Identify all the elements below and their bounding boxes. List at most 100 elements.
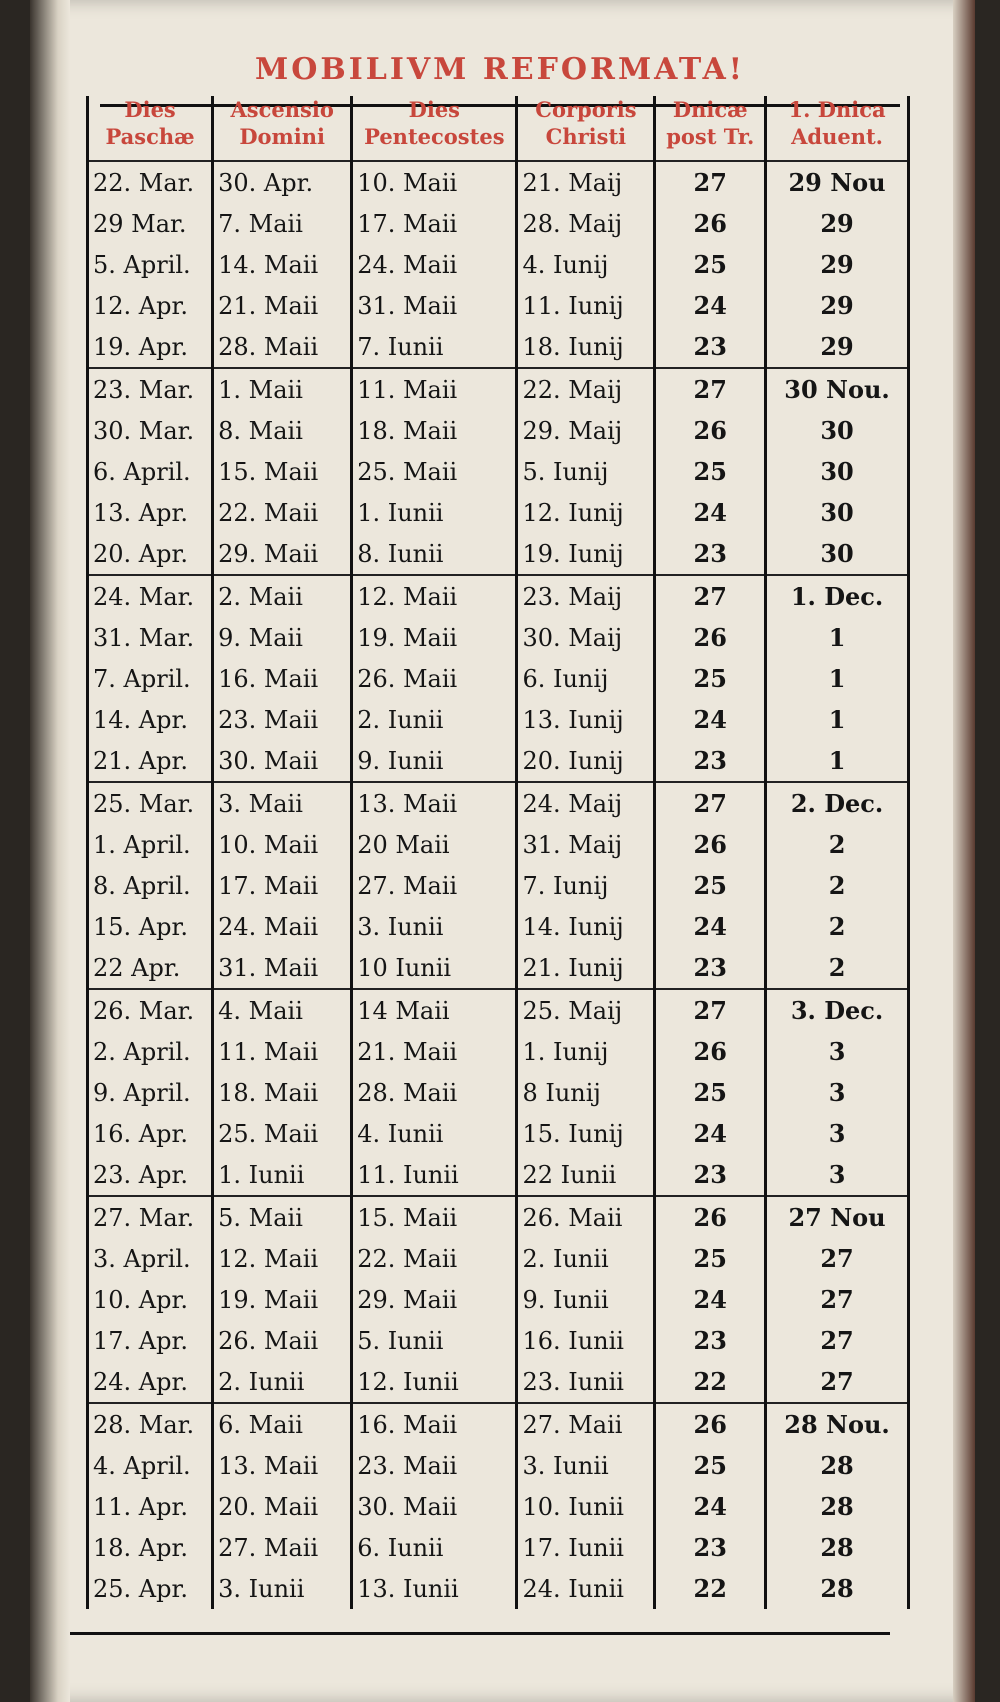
table-cell: 22. Maij: [515, 367, 655, 410]
table-row: 31. Mar. 9. Maii 19. Maii 30. Maij 26 1: [85, 617, 910, 658]
table-cell: 23: [653, 740, 766, 782]
table-row: 6. April. 15. Maii 25. Maii 5. Iunij 25 30: [85, 451, 910, 492]
table-cell: 24: [653, 1279, 766, 1320]
table-cell: 27. Mar.: [85, 1195, 213, 1238]
table-cell: 3. Iunii: [515, 1445, 655, 1486]
table-cell: 28. Maij: [515, 203, 655, 244]
table-cell: 23. Maii: [211, 699, 352, 740]
table-cell: 1. Iunij: [515, 1031, 655, 1072]
table-cell: 7. Maii: [211, 203, 352, 244]
table-cell: 26. Maii: [350, 658, 517, 699]
table-cell: 8. April.: [85, 865, 213, 906]
table-cell: 2. Iunii: [350, 699, 517, 740]
table-cell: 7. Iunii: [350, 326, 517, 368]
table-row: 7. April. 16. Maii 26. Maii 6. Iunij 25 1: [85, 658, 910, 699]
table-cell: 4. Iunii: [350, 1113, 517, 1154]
table-cell: 27: [764, 1238, 910, 1279]
table-cell: 19. Maii: [211, 1279, 352, 1320]
table-cell: 16. Iunii: [515, 1320, 655, 1361]
table-cell: 23: [653, 1527, 766, 1568]
table-cell: 3: [764, 1113, 910, 1154]
header-row: Dies Paschæ Ascensio Domini Dies Penteco…: [85, 96, 910, 161]
table-cell: 5. April.: [85, 244, 213, 285]
table-cell: 22: [653, 1568, 766, 1609]
table-row: 11. Apr. 20. Maii 30. Maii 10. Iunii 24 28: [85, 1486, 910, 1527]
table-cell: 1. Iunii: [350, 492, 517, 533]
table-cell: 30: [764, 492, 910, 533]
table-cell: 24: [653, 1486, 766, 1527]
table-cell: 8. Iunii: [350, 533, 517, 575]
table-cell: 27: [764, 1279, 910, 1320]
table-cell: 5. Maii: [211, 1195, 352, 1238]
table-cell: 28 Nou.: [764, 1402, 910, 1445]
table-cell: 15. Iunij: [515, 1113, 655, 1154]
table-cell: 22. Maii: [350, 1238, 517, 1279]
table-cell: 16. Apr.: [85, 1113, 213, 1154]
table-cell: 25: [653, 1072, 766, 1113]
table-row: 21. Apr. 30. Maii 9. Iunii 20. Iunij 23 1: [85, 740, 910, 782]
table-cell: 2: [764, 865, 910, 906]
table-row: 12. Apr. 21. Maii 31. Maii 11. Iunij 24 29: [85, 285, 910, 326]
table-cell: 28. Maii: [211, 326, 352, 368]
table-cell: 23. Iunii: [515, 1361, 655, 1403]
table-cell: 6. Iunii: [350, 1527, 517, 1568]
table-cell: 20. Maii: [211, 1486, 352, 1527]
table-cell: 17. Apr.: [85, 1320, 213, 1361]
table-cell: 27: [764, 1361, 910, 1403]
table-row: 25. Apr. 3. Iunii 13. Iunii 24. Iunii 22 28: [85, 1568, 910, 1609]
table-cell: 15. Maii: [350, 1195, 517, 1238]
table-cell: 25: [653, 658, 766, 699]
table-cell: 7. Iunij: [515, 865, 655, 906]
table-cell: 23: [653, 533, 766, 575]
table-cell: 18. Apr.: [85, 1527, 213, 1568]
table-cell: 24: [653, 699, 766, 740]
table-cell: 30. Apr.: [211, 160, 352, 203]
table-cell: 25: [653, 865, 766, 906]
table-cell: 27 Nou: [764, 1195, 910, 1238]
table-cell: 26: [653, 617, 766, 658]
table-row: 22. Mar. 30. Apr. 10. Maii 21. Maij 27 29 Nou: [85, 160, 910, 203]
table-cell: 3. Iunii: [211, 1568, 352, 1609]
table-cell: 26. Mar.: [85, 988, 213, 1031]
table-cell: 3: [764, 1072, 910, 1113]
table-cell: 22 Apr.: [85, 947, 213, 989]
table-cell: 27. Maii: [350, 865, 517, 906]
table-cell: 10 Iunii: [350, 947, 517, 989]
col-ascension: Ascensio Domini: [211, 96, 352, 161]
table-cell: 2: [764, 824, 910, 865]
table-cell: 3: [764, 1031, 910, 1072]
table-row: 10. Apr. 19. Maii 29. Maii 9. Iunii 24 27: [85, 1279, 910, 1320]
table-cell: 4. Iunij: [515, 244, 655, 285]
table-cell: 29: [764, 244, 910, 285]
table-cell: 22: [653, 1361, 766, 1403]
table-cell: 29 Mar.: [85, 203, 213, 244]
table-cell: 23: [653, 326, 766, 368]
table-row: 27. Mar. 5. Maii 15. Maii 26. Maii 26 27 Nou: [85, 1195, 910, 1238]
table-cell: 21. Maij: [515, 160, 655, 203]
table-cell: 11. Maii: [211, 1031, 352, 1072]
book-gutter: [30, 0, 70, 1702]
table-cell: 12. Maii: [350, 574, 517, 617]
table-cell: 25. Apr.: [85, 1568, 213, 1609]
table-cell: 31. Maii: [211, 947, 352, 989]
table-cell: 26: [653, 410, 766, 451]
table-cell: 9. Iunii: [515, 1279, 655, 1320]
table-cell: 11. Apr.: [85, 1486, 213, 1527]
table-cell: 19. Maii: [350, 617, 517, 658]
table-cell: 1: [764, 740, 910, 782]
table-cell: 26: [653, 1031, 766, 1072]
table-row: 4. April. 13. Maii 23. Maii 3. Iunii 25 28: [85, 1445, 910, 1486]
table-cell: 29. Maii: [211, 533, 352, 575]
table-cell: 17. Iunii: [515, 1527, 655, 1568]
table-row: 2. April. 11. Maii 21. Maii 1. Iunij 26 3: [85, 1031, 910, 1072]
table-row: 13. Apr. 22. Maii 1. Iunii 12. Iunij 24 30: [85, 492, 910, 533]
table-cell: 7. April.: [85, 658, 213, 699]
table-cell: 27: [653, 781, 766, 824]
table-cell: 24. Maij: [515, 781, 655, 824]
table-cell: 19. Iunij: [515, 533, 655, 575]
table-cell: 2: [764, 947, 910, 989]
table-cell: 14. Apr.: [85, 699, 213, 740]
table-cell: 25: [653, 451, 766, 492]
table-cell: 12. Apr.: [85, 285, 213, 326]
table-cell: 31. Maij: [515, 824, 655, 865]
